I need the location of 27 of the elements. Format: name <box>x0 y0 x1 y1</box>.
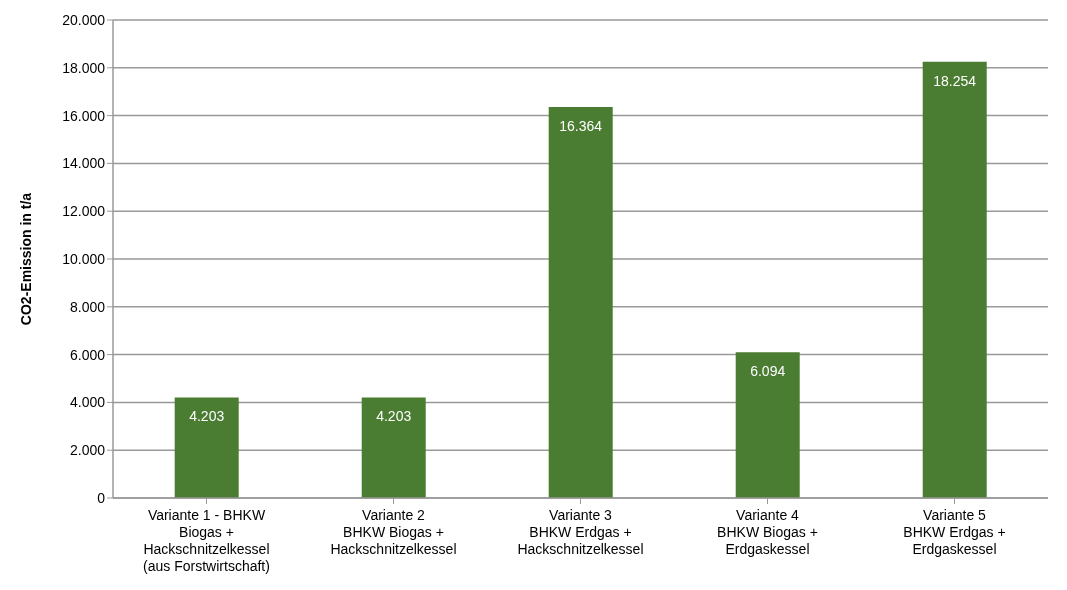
x-tick-label: Variante 4 BHKW Biogas + Erdgaskessel <box>717 507 818 557</box>
bar <box>174 397 239 498</box>
data-label: 4.203 <box>376 408 412 425</box>
data-label: 6.094 <box>750 363 786 380</box>
y-tick-label: 20.000 <box>62 11 106 28</box>
data-label: 16.364 <box>559 117 603 134</box>
x-tick-label: Variante 3 BHKW Erdgas + Hackschnitzelkessel <box>517 507 644 557</box>
x-tick-label: Variante 1 - BHKW Biogas + Hackschnitzelkessel (aus Forstwirtschaft) <box>143 507 270 574</box>
bar <box>922 61 987 498</box>
y-tick-label: 14.000 <box>62 155 106 172</box>
y-tick-label: 10.000 <box>62 250 106 267</box>
y-tick-label: 0 <box>97 489 106 506</box>
y-tick-label: 8.000 <box>69 298 106 315</box>
bar <box>548 106 613 498</box>
data-label: 18.254 <box>933 72 977 89</box>
y-tick-label: 6.000 <box>69 346 106 363</box>
y-tick-label: 18.000 <box>62 59 106 76</box>
y-tick-label: 16.000 <box>62 107 106 124</box>
y-tick-label: 2.000 <box>69 442 106 459</box>
data-label: 4.203 <box>189 408 225 425</box>
x-tick-label: Variante 5 BHKW Erdgas + Erdgaskessel <box>903 507 1006 557</box>
bar <box>735 352 800 498</box>
y-tick-label: 12.000 <box>62 203 106 220</box>
x-tick-label: Variante 2 BHKW Biogas + Hackschnitzelkessel <box>330 507 457 557</box>
y-tick-label: 4.000 <box>69 394 106 411</box>
y-axis-title: CO2-Emission in t/a <box>17 192 34 326</box>
bar <box>361 397 426 498</box>
